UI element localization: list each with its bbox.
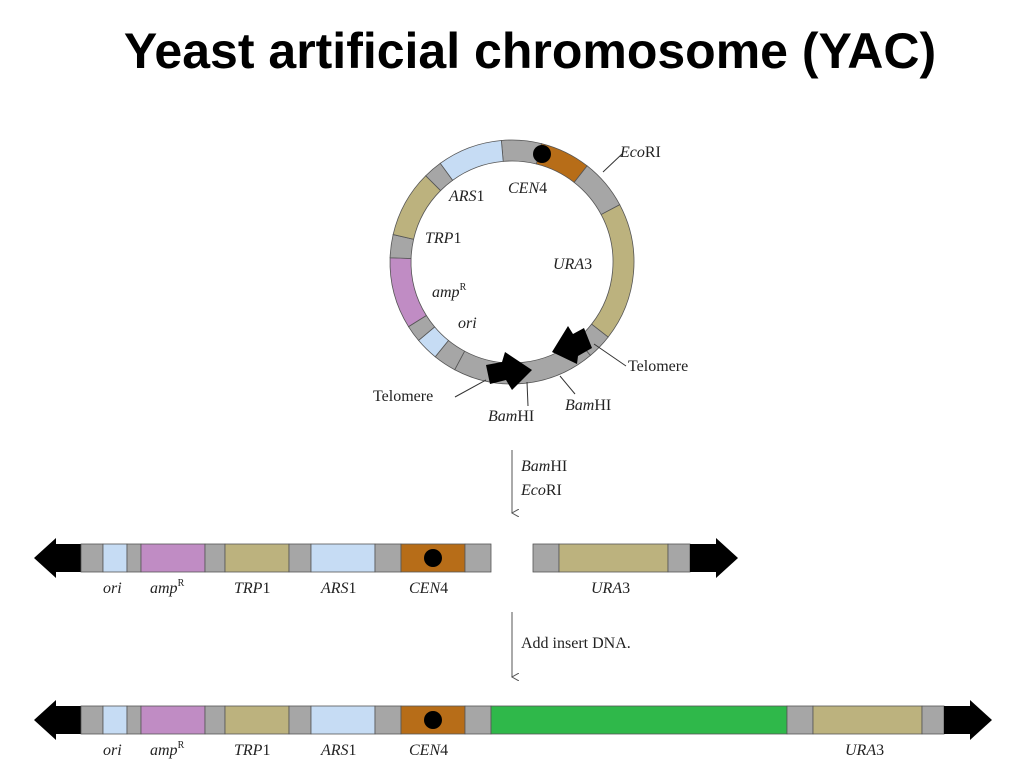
cen4-label-final: CEN4	[409, 742, 448, 759]
ori-label: ori	[458, 315, 477, 332]
gray-spacer	[80, 705, 104, 735]
gray-spacer	[126, 705, 142, 735]
centromere-dot	[424, 549, 442, 567]
trp1-label-linear1: TRP1	[234, 580, 270, 597]
ori-label-linear1: ori	[103, 580, 122, 597]
ars1-label-final: ARS1	[320, 742, 357, 759]
ampr-label: ampR	[432, 282, 467, 301]
ampr-block	[140, 705, 206, 735]
ars1-label-linear1: ARS1	[320, 580, 357, 597]
gray-spacer	[921, 705, 945, 735]
telomere-right-final	[944, 700, 992, 740]
gray-spacer	[573, 165, 621, 216]
ampr-label-final: ampR	[150, 740, 185, 759]
ori-label-final: ori	[103, 742, 122, 759]
ars1-label: ARS1	[448, 188, 485, 205]
ura3-label: URA3	[553, 256, 592, 273]
gray-spacer	[126, 543, 142, 573]
ampr-label-linear1: ampR	[150, 578, 185, 597]
trp1-block	[224, 705, 290, 735]
gray-spacer	[80, 543, 104, 573]
cen4-label-linear1: CEN4	[409, 580, 448, 597]
gray-spacer	[464, 705, 492, 735]
centromere-dot	[424, 711, 442, 729]
telomere-left-arm1	[34, 538, 81, 578]
gray-spacer	[374, 705, 402, 735]
ampr-segment	[389, 257, 427, 328]
page-title: Yeast artificial chromosome (YAC)	[123, 23, 937, 79]
ura3-segment	[591, 204, 635, 338]
add-insert-label: Add insert DNA.	[521, 635, 631, 652]
telomere-right-arm1	[690, 538, 738, 578]
trp1-block	[224, 543, 290, 573]
gray-spacer	[204, 705, 226, 735]
telomere-right-leader	[593, 343, 627, 367]
gray-spacer	[532, 543, 560, 573]
telomere-left-label: Telomere	[373, 388, 433, 405]
circular-plasmid: EcoRI CEN4 ARS1 TRP1 URA3 ampR ori Telom…	[373, 139, 688, 425]
ars1-segment	[439, 140, 504, 181]
ura3-block	[812, 705, 923, 735]
step-digest: BamHI EcoRI	[512, 450, 567, 513]
centromere-dot-circular	[533, 145, 551, 163]
ecori-label: EcoRI	[619, 144, 661, 161]
telomere-arrow-right-ring	[552, 326, 592, 364]
ampr-block	[140, 543, 206, 573]
plasmid-ring	[389, 139, 635, 385]
telomere-right-label: Telomere	[628, 358, 688, 375]
gray-spacer	[288, 705, 312, 735]
ura3-label-linear1: URA3	[591, 580, 630, 597]
bamhi-left-leader	[526, 381, 529, 407]
telomere-arrow-left-ring	[486, 352, 532, 390]
trp1-label: TRP1	[425, 230, 461, 247]
gray-spacer	[786, 705, 814, 735]
ura3-block	[558, 543, 669, 573]
ars1-block	[310, 705, 376, 735]
telomere-left-final	[34, 700, 81, 740]
trp1-label-final: TRP1	[234, 742, 270, 759]
step-add-insert: Add insert DNA.	[512, 612, 631, 677]
telomere-left-leader	[454, 379, 487, 398]
bamhi-left-label: BamHI	[488, 408, 534, 425]
gray-spacer	[667, 543, 691, 573]
digest-enzyme-ecori: EcoRI	[520, 482, 562, 499]
ars1-block	[310, 543, 376, 573]
ori-block	[102, 705, 128, 735]
digest-enzyme-bamhi: BamHI	[521, 458, 567, 475]
gray-spacer	[204, 543, 226, 573]
ori-block	[102, 543, 128, 573]
ecori-leader	[602, 153, 623, 173]
final-yac: ori ampR TRP1 ARS1 CEN4 URA3	[34, 700, 992, 759]
ura3-label-final: URA3	[845, 742, 884, 759]
insert-dna-block	[490, 705, 788, 735]
gray-spacer	[374, 543, 402, 573]
gray-spacer	[464, 543, 492, 573]
linear-fragments: ori ampR TRP1 ARS1 CEN4 URA3	[34, 538, 738, 597]
bamhi-right-label: BamHI	[565, 397, 611, 414]
gray-spacer	[288, 543, 312, 573]
cen4-label: CEN4	[508, 180, 547, 197]
bamhi-right-leader	[559, 375, 576, 395]
